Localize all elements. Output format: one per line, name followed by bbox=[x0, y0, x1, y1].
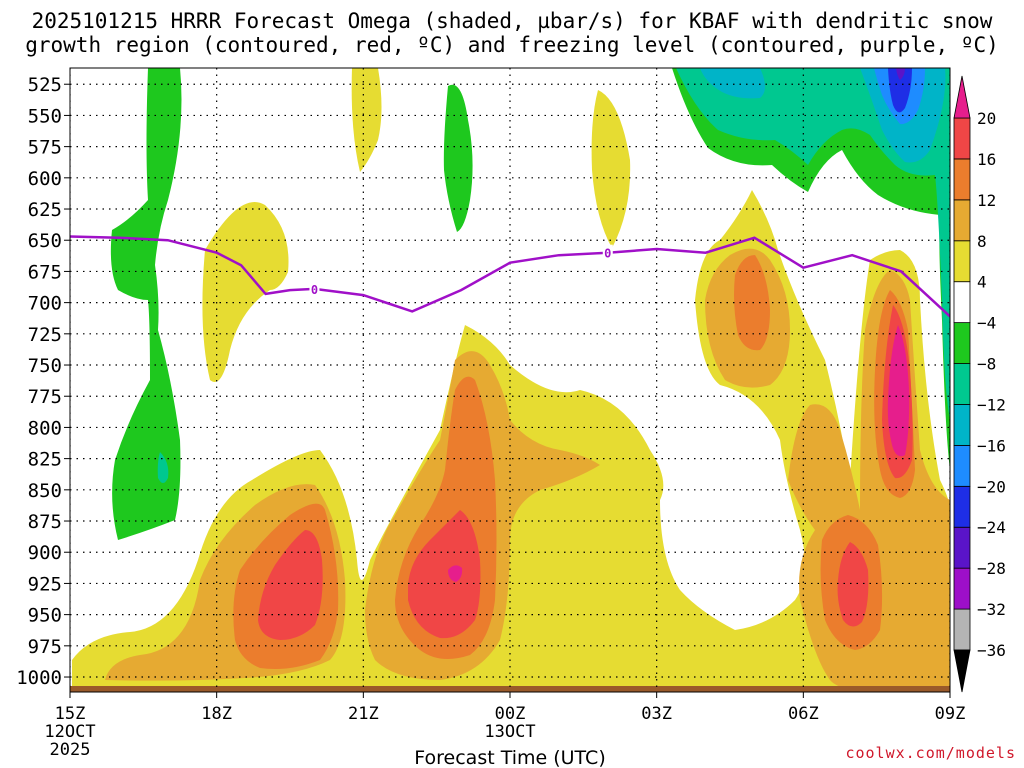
y-tick-label-900: 900 bbox=[28, 542, 62, 564]
y-tick-label-725: 725 bbox=[28, 324, 62, 346]
y-tick-label-800: 800 bbox=[28, 417, 62, 439]
colorbar-band-16 bbox=[953, 117, 971, 160]
x-tick-label-15Z: 15Z bbox=[55, 704, 86, 724]
colorbar-band--12 bbox=[953, 363, 971, 405]
ascent-region-red bbox=[258, 305, 913, 640]
y-tick-label-950: 950 bbox=[28, 605, 62, 627]
colorbar-band--20 bbox=[953, 444, 971, 487]
colorbar-label--12: −12 bbox=[977, 395, 1006, 414]
freezing-level-labels: 00 bbox=[309, 244, 613, 297]
colorbar-label--16: −16 bbox=[977, 436, 1006, 455]
colorbar-band--24 bbox=[953, 485, 971, 528]
freezing-level-label-bg-1 bbox=[602, 244, 613, 260]
colorbar-label--8: −8 bbox=[977, 355, 996, 374]
y-tick-label-550: 550 bbox=[28, 105, 62, 127]
y-tick-label-575: 575 bbox=[28, 137, 62, 159]
x-tick-label-09Z: 09Z bbox=[935, 704, 966, 724]
colorbar-label-16: 16 bbox=[977, 150, 996, 169]
y-tick-label-775: 775 bbox=[28, 386, 62, 408]
colorbar-below-arrow bbox=[953, 649, 971, 693]
y-tick-label-600: 600 bbox=[28, 168, 62, 190]
colorbar-band--16 bbox=[953, 404, 971, 446]
y-tick-label-1000: 1000 bbox=[16, 667, 62, 689]
x-tick-label-03Z: 03Z bbox=[641, 704, 672, 724]
y-tick-label-925: 925 bbox=[28, 573, 62, 595]
colorbar-band-12 bbox=[953, 158, 971, 201]
grid-lines bbox=[70, 68, 950, 692]
y-tick-label-750: 750 bbox=[28, 355, 62, 377]
y-tick-label-825: 825 bbox=[28, 449, 62, 471]
colorbar-label-8: 8 bbox=[977, 232, 987, 251]
y-tick-label-625: 625 bbox=[28, 199, 62, 221]
x-tick-label-00Z: 00Z bbox=[495, 704, 526, 724]
surface-strip bbox=[70, 686, 950, 692]
y-tick-label-975: 975 bbox=[28, 636, 62, 658]
colorbar-band--4 bbox=[953, 281, 971, 324]
colorbar-label-4: 4 bbox=[977, 273, 987, 292]
x-tick-label-18Z: 18Z bbox=[201, 704, 232, 724]
colorbar-label--24: −24 bbox=[977, 518, 1006, 537]
freezing-level-line bbox=[70, 235, 950, 318]
colorbar-band--36 bbox=[953, 608, 971, 651]
x-tick-label-21Z: 21Z bbox=[348, 704, 379, 724]
x-tick-date-00Z: 13OCT bbox=[484, 722, 535, 742]
y-axis: 525 550 575 600 625 650 675 700 725 750 775 800 825 8… bbox=[16, 74, 70, 689]
colorbar-label-20: 20 bbox=[977, 109, 996, 128]
y-tick-label-675: 675 bbox=[28, 261, 62, 283]
x-tick-year-15Z: 2025 bbox=[50, 740, 91, 760]
plot-area: 00 bbox=[70, 68, 950, 692]
colorbar: −36 −32 −28 −24 −20 −16 −12 −8 −4 4 8 12 16 20 bbox=[953, 75, 1006, 693]
credit-text: coolwx.com/models bbox=[845, 744, 1016, 762]
freezing-level-label-1: 0 bbox=[604, 247, 611, 261]
x-axis-title: Forecast Time (UTC) bbox=[414, 747, 605, 768]
y-tick-label-650: 650 bbox=[28, 230, 62, 252]
colorbar-band--32 bbox=[953, 567, 971, 610]
colorbar-label-12: 12 bbox=[977, 191, 996, 210]
colorbar-label--28: −28 bbox=[977, 559, 1006, 578]
freezing-level-label-0: 0 bbox=[311, 283, 318, 297]
colorbar-label--20: −20 bbox=[977, 477, 1006, 496]
chart-title-line-2: growth region (contoured, red, ºC) and f… bbox=[25, 33, 999, 57]
descent-region-left bbox=[110, 68, 473, 540]
y-tick-label-700: 700 bbox=[28, 293, 62, 315]
colorbar-band--8 bbox=[953, 322, 971, 364]
x-tick-label-06Z: 06Z bbox=[788, 704, 819, 724]
colorbar-band--28 bbox=[953, 526, 971, 569]
colorbar-label--36: −36 bbox=[977, 641, 1006, 660]
colorbar-above-arrow bbox=[953, 75, 971, 119]
y-tick-label-875: 875 bbox=[28, 511, 62, 533]
colorbar-label--32: −32 bbox=[977, 600, 1006, 619]
freezing-level-label-bg-0 bbox=[309, 280, 320, 296]
descent-region-upper-right bbox=[672, 68, 950, 470]
y-tick-label-850: 850 bbox=[28, 480, 62, 502]
chart-title-line-1: 2025101215 HRRR Forecast Omega (shaded, … bbox=[31, 9, 993, 33]
colorbar-label--4: −4 bbox=[977, 314, 996, 333]
y-tick-label-525: 525 bbox=[28, 74, 62, 96]
colorbar-band-8 bbox=[953, 199, 971, 242]
colorbar-band-4 bbox=[953, 240, 971, 283]
x-tick-date-15Z: 12OCT bbox=[44, 722, 95, 742]
ascent-region-magenta bbox=[448, 325, 910, 582]
